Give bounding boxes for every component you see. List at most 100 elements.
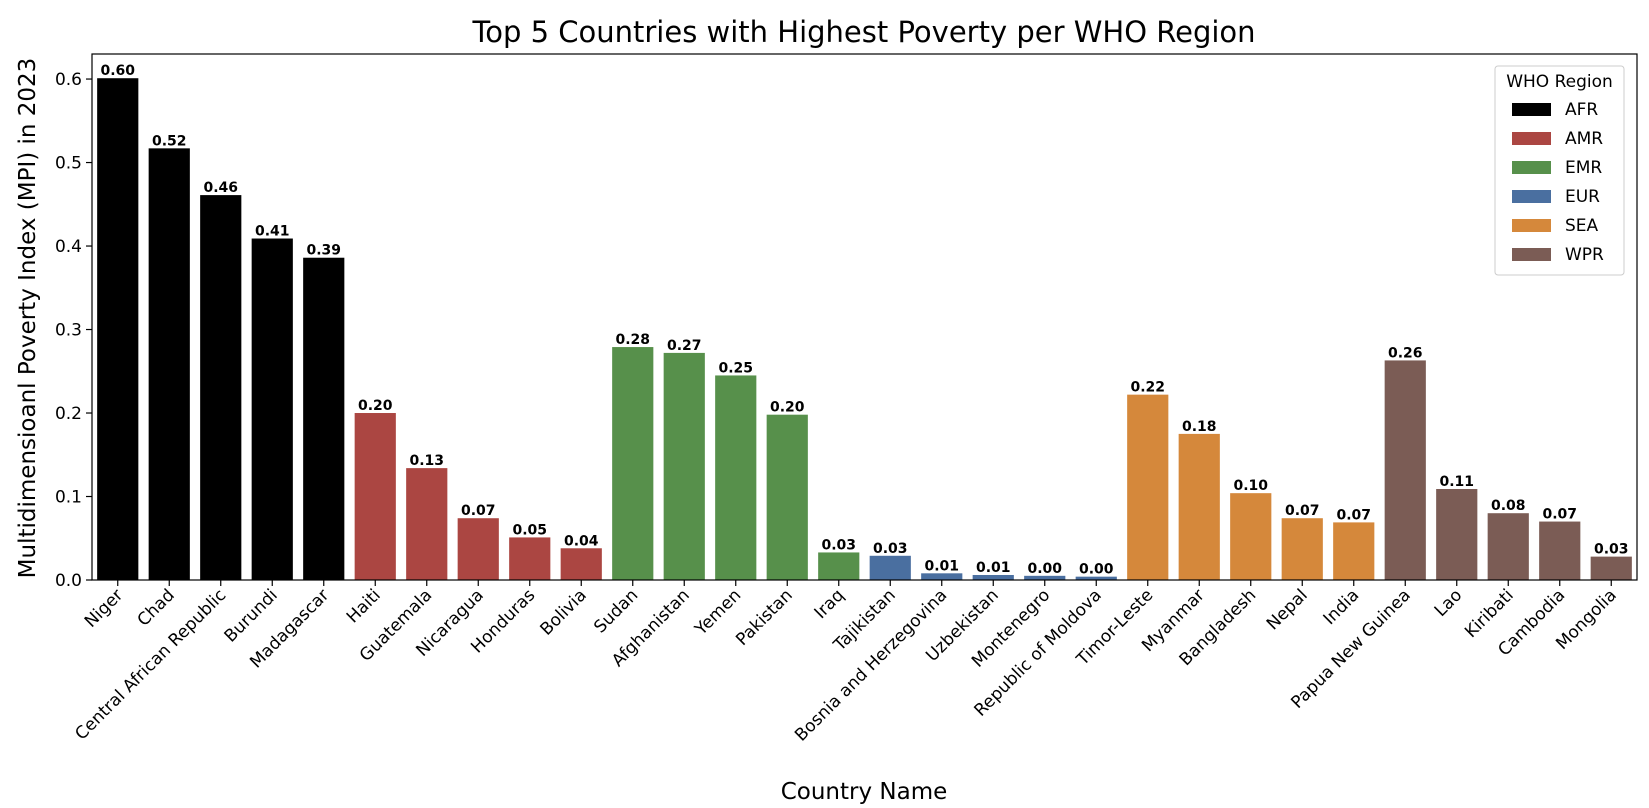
x-tick-label: Haiti (343, 585, 385, 627)
bar-value-label: 0.22 (1130, 380, 1165, 396)
bar-value-label: 0.13 (409, 453, 444, 469)
bar-value-label: 0.07 (461, 503, 496, 519)
legend-label: SEA (1565, 216, 1599, 236)
bar-value-label: 0.20 (358, 398, 393, 414)
y-axis-title: Multidimensioanl Poverty Index (MPI) in … (15, 58, 41, 579)
x-tick-label: Niger (81, 585, 127, 631)
bar (921, 573, 963, 580)
bar-value-label: 0.46 (203, 180, 238, 196)
bar (1178, 433, 1220, 580)
legend-label: EUR (1565, 187, 1600, 207)
bar (509, 537, 551, 580)
y-tick-label: 0.2 (55, 404, 82, 424)
bar-value-label: 0.10 (1233, 478, 1268, 494)
legend-swatch (1512, 219, 1551, 232)
legend-label: EMR (1565, 158, 1602, 178)
y-axis: 0.0 0.1 0.2 0.3 0.4 0.5 0.6 (55, 70, 92, 591)
bar-value-label: 0.03 (821, 537, 856, 553)
y-tick-label: 0.1 (55, 488, 82, 508)
x-tick-label: Pakistan (732, 585, 796, 649)
x-tick-label: Bolivia (537, 585, 591, 639)
bar-value-label: 0.03 (873, 541, 908, 557)
bar-value-label: 0.08 (1491, 498, 1526, 514)
bar (1281, 518, 1323, 580)
x-tick-label: Iraq (811, 585, 849, 623)
bar (251, 238, 293, 580)
bar-value-label: 0.18 (1182, 419, 1217, 435)
bar (97, 78, 139, 580)
bar (1127, 394, 1169, 580)
bar-labels-layer: 0.60 0.52 0.46 0.41 0.39 0.20 0.13 0.07 0.05 0.04… (100, 63, 1628, 577)
bar-value-label: 0.01 (976, 560, 1011, 576)
bar-value-label: 0.52 (152, 133, 187, 149)
plot-frame (91, 53, 1638, 581)
bar (560, 548, 602, 580)
x-tick-label: Nepal (1263, 585, 1312, 634)
bar-value-label: 0.07 (1542, 507, 1577, 523)
bar-value-label: 0.03 (1594, 542, 1629, 558)
bar (148, 148, 190, 580)
legend-swatch (1512, 190, 1551, 203)
legend-label: WPR (1565, 245, 1604, 265)
legend-title: WHO Region (1506, 72, 1613, 92)
x-tick-label: India (1320, 585, 1364, 629)
x-tick-label: Lao (1431, 585, 1467, 621)
bar (818, 552, 860, 580)
bar (457, 518, 499, 580)
bar-value-label: 0.27 (667, 338, 702, 354)
bar-value-label: 0.25 (718, 360, 753, 376)
bars-layer (97, 78, 1632, 580)
bar-value-label: 0.41 (255, 224, 290, 240)
bar-value-label: 0.05 (512, 522, 547, 538)
bar-value-label: 0.04 (564, 533, 599, 549)
bar-value-label: 0.26 (1388, 345, 1423, 361)
bar (406, 468, 448, 580)
bar (1230, 493, 1272, 580)
bar-value-label: 0.20 (770, 400, 805, 416)
bar (715, 375, 757, 580)
bar (612, 347, 654, 580)
bar (1333, 522, 1375, 580)
y-tick-label: 0.3 (55, 321, 82, 341)
bar (1590, 556, 1632, 580)
legend-swatch (1512, 103, 1551, 116)
bar (1436, 488, 1478, 580)
bar-value-label: 0.39 (306, 243, 341, 259)
bar (1024, 575, 1066, 580)
x-axis-title: Country Name (781, 779, 948, 805)
bar (766, 414, 808, 580)
y-tick-label: 0.4 (55, 237, 82, 257)
y-tick-label: 0.0 (55, 571, 82, 591)
bar (1487, 513, 1529, 580)
x-tick-label: Chad (134, 585, 179, 630)
legend-swatch (1512, 161, 1551, 174)
bar-value-label: 0.00 (1027, 561, 1062, 577)
bar-value-label: 0.07 (1285, 503, 1320, 519)
bar (303, 257, 345, 580)
bar (869, 555, 911, 580)
bar-value-label: 0.01 (924, 558, 959, 574)
bar-value-label: 0.00 (1079, 562, 1114, 578)
legend-label: AMR (1565, 129, 1603, 149)
legend-entries: AFR AMR EMR EUR SEA WPR (1512, 100, 1604, 265)
legend-swatch (1512, 248, 1551, 261)
legend-swatch (1512, 132, 1551, 145)
legend-label: AFR (1565, 100, 1598, 120)
bar (972, 574, 1014, 580)
bar-value-label: 0.11 (1439, 474, 1474, 490)
y-tick-label: 0.5 (55, 154, 82, 174)
y-tick-label: 0.6 (55, 70, 82, 90)
bar-value-label: 0.07 (1336, 507, 1371, 523)
chart-title: Top 5 Countries with Highest Poverty per… (471, 15, 1255, 49)
bar (1075, 576, 1117, 580)
bar (200, 195, 242, 580)
bar-value-label: 0.28 (615, 332, 650, 348)
bar (354, 413, 396, 580)
bar (663, 352, 705, 580)
bar (1539, 521, 1581, 580)
bar (1384, 360, 1426, 580)
legend: WHO Region AFR AMR EMR EUR SEA WPR (1494, 65, 1625, 276)
